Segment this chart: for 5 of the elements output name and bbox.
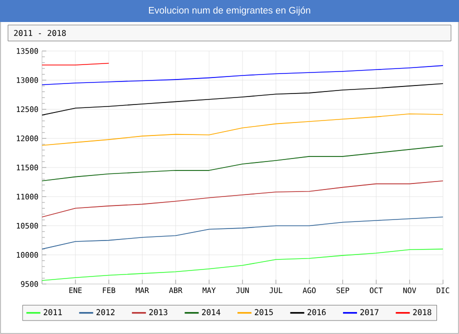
line-series [42,180,444,218]
line-series [42,114,444,146]
line-series [42,146,444,182]
chart-title: Evolucion num de emigrantes en Gijón [149,6,310,16]
line-series [42,216,444,250]
